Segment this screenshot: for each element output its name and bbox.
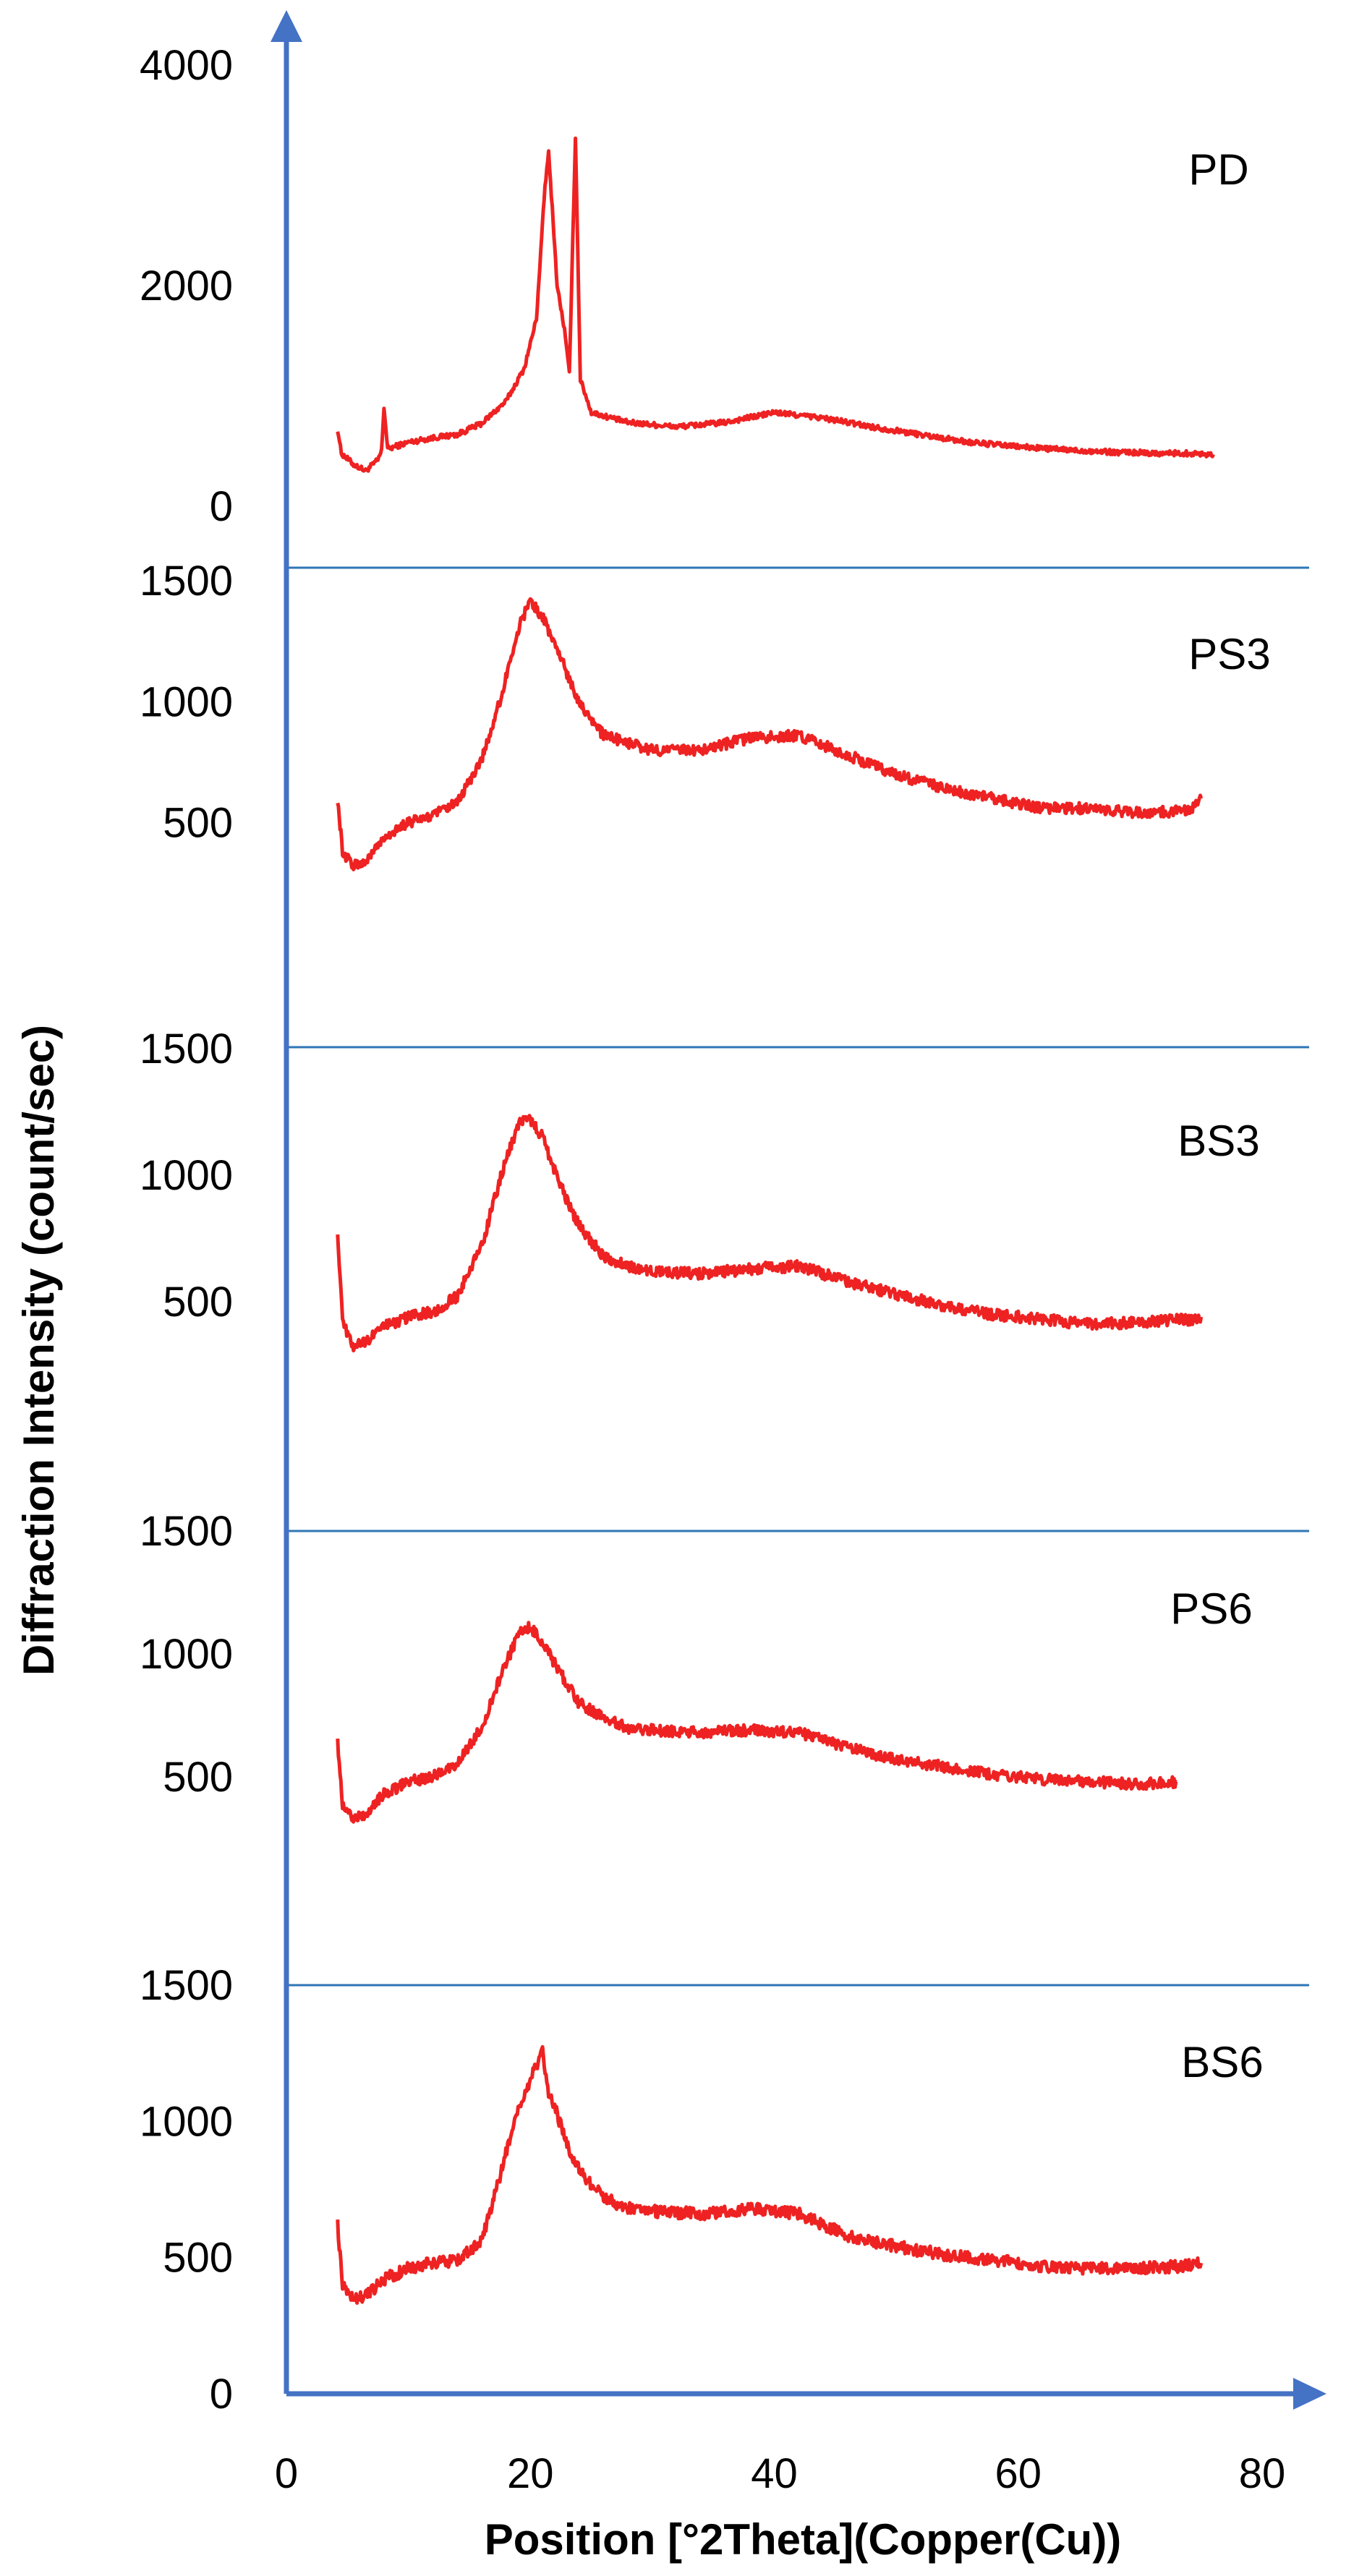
y-tick-label: 0: [210, 2371, 233, 2418]
panel-label-ps3: PS3: [1188, 630, 1270, 678]
series-line-bs3: [336, 1114, 1204, 1353]
y-tick-label: 1500: [140, 1508, 233, 1555]
x-tick-label: 0: [275, 2450, 298, 2497]
panel-label-bs3: BS3: [1178, 1117, 1259, 1165]
panel-label-ps6: PS6: [1170, 1585, 1252, 1633]
y-tick-label: 500: [163, 800, 233, 847]
x-tick-label: 80: [1239, 2450, 1286, 2497]
y-axis-title: Diffraction Intensity (count/sec): [14, 1025, 63, 1676]
y-tick-label: 4000: [140, 42, 233, 89]
y-tick-label: 1500: [140, 558, 233, 605]
x-axis-arrow-icon: [1293, 2378, 1326, 2410]
x-tick-labels: 0 20 40 60 80: [275, 2450, 1285, 2497]
x-tick-label: 40: [751, 2450, 798, 2497]
panel-dividers: [286, 566, 1309, 1987]
y-tick-label: 500: [163, 1754, 233, 1801]
y-axis-arrow-icon: [271, 10, 302, 42]
panel-label-pd: PD: [1188, 145, 1248, 194]
series-line-pd: [336, 136, 1215, 473]
series-line-bs6: [336, 2044, 1204, 2305]
y-tick-label: 500: [163, 2235, 233, 2282]
y-tick-label: 1000: [140, 1152, 233, 1199]
y-tick-label: 2000: [140, 263, 233, 310]
y-tick-label: 1000: [140, 678, 233, 725]
y-tick-label: 0: [210, 483, 233, 530]
x-tick-label: 60: [995, 2450, 1042, 2497]
y-tick-labels: 0 2000 4000 500 1000 1500 500 1000 1500 500 1000 15…: [140, 42, 233, 2418]
x-axis-title: Position [°2Theta](Copper(Cu)): [485, 2515, 1122, 2564]
y-tick-label: 1000: [140, 2098, 233, 2145]
y-tick-label: 1500: [140, 1025, 233, 1072]
series-line-ps6: [336, 1621, 1178, 1824]
panel-labels: PD PS3 BS3 PS6 BS6: [1170, 145, 1270, 2086]
diffraction-series: [336, 136, 1215, 2305]
panel-label-bs6: BS6: [1181, 2038, 1263, 2086]
y-tick-label: 1000: [140, 1631, 233, 1678]
y-tick-label: 1500: [140, 1962, 233, 2009]
x-tick-label: 20: [507, 2450, 554, 2497]
y-tick-label: 500: [163, 1279, 233, 1326]
series-line-ps3: [336, 597, 1204, 871]
